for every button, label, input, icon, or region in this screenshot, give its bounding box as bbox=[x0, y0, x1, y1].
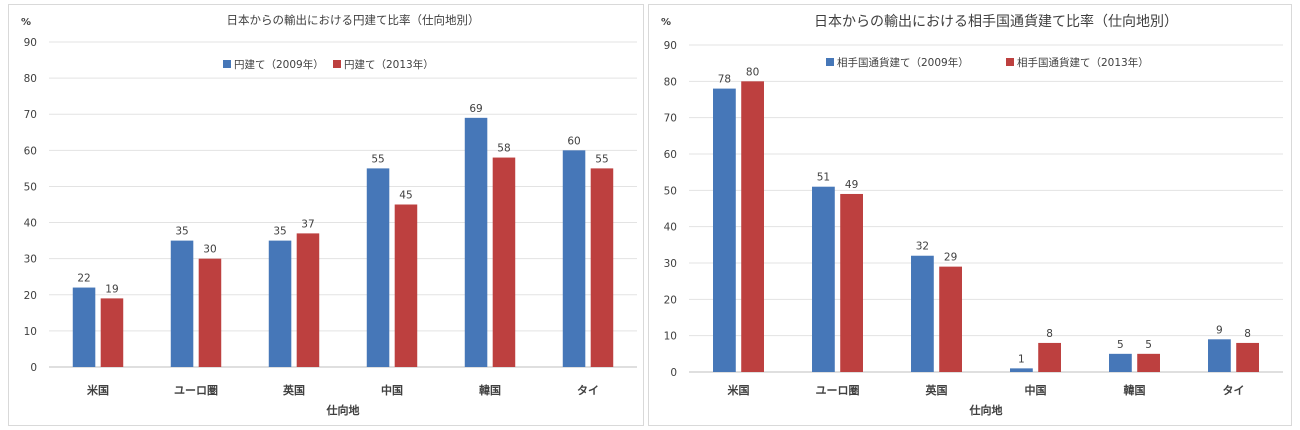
y-tick-label: 80 bbox=[24, 73, 37, 85]
x-tick-label: 米国 bbox=[86, 383, 109, 397]
y-tick-label: 40 bbox=[664, 222, 677, 234]
bar bbox=[741, 81, 764, 372]
data-label: 45 bbox=[399, 190, 412, 202]
data-label: 78 bbox=[718, 74, 731, 86]
data-label: 19 bbox=[105, 283, 118, 295]
bar bbox=[170, 240, 194, 367]
x-tick-label: 英国 bbox=[925, 383, 948, 397]
bar bbox=[268, 240, 292, 367]
x-tick-label: タイ bbox=[1223, 384, 1245, 397]
bar bbox=[296, 233, 320, 367]
legend-swatch bbox=[333, 60, 341, 68]
y-tick-label: 70 bbox=[664, 113, 677, 125]
bar bbox=[1236, 342, 1259, 372]
data-label: 51 bbox=[817, 172, 830, 184]
x-axis-title: 仕向地 bbox=[969, 403, 1003, 417]
bar bbox=[1109, 353, 1132, 372]
y-tick-label: 30 bbox=[664, 258, 677, 270]
data-label: 35 bbox=[273, 226, 286, 238]
data-label: 1 bbox=[1018, 353, 1025, 365]
y-tick-label: 40 bbox=[24, 218, 37, 230]
data-label: 58 bbox=[497, 143, 510, 155]
bar bbox=[812, 186, 835, 372]
legend-label: 円建て（2009年） bbox=[234, 58, 324, 71]
data-label: 5 bbox=[1145, 339, 1152, 351]
x-tick-label: 韓国 bbox=[479, 383, 501, 397]
chart-title: 日本からの輸出における相手国通貨建て比率（仕向地別） bbox=[814, 13, 1178, 30]
y-unit-label: % bbox=[21, 17, 31, 28]
x-tick-label: 中国 bbox=[381, 383, 403, 397]
bar bbox=[366, 168, 390, 367]
legend-label: 相手国通貨建て（2013年） bbox=[1017, 56, 1149, 69]
x-tick-label: 米国 bbox=[727, 383, 750, 397]
bar bbox=[100, 298, 124, 367]
data-label: 55 bbox=[371, 153, 384, 165]
data-label: 5 bbox=[1117, 339, 1124, 351]
bar bbox=[492, 157, 516, 367]
legend-swatch bbox=[1006, 58, 1014, 66]
data-label: 29 bbox=[944, 252, 957, 264]
data-label: 22 bbox=[77, 273, 90, 285]
bar bbox=[939, 266, 962, 372]
chart-local-currency-ratio: 日本からの輸出における相手国通貨建て比率（仕向地別）% 0 10 20 30 40 50 60… bbox=[661, 13, 1283, 417]
y-tick-label: 90 bbox=[664, 40, 677, 52]
x-tick-label: ユーロ圏 bbox=[816, 384, 860, 397]
y-tick-label: 60 bbox=[24, 145, 37, 157]
legend-label: 円建て（2013年） bbox=[344, 58, 434, 71]
chart-title: 日本からの輸出における円建て比率（仕向地別） bbox=[227, 13, 480, 27]
bar bbox=[198, 258, 222, 367]
y-tick-label: 50 bbox=[664, 185, 677, 197]
chart-panel-yen-ratio: 日本からの輸出における円建て比率（仕向地別）% 0 10 20 30 40 50 60 70 80… bbox=[8, 4, 644, 426]
x-tick-label: 英国 bbox=[282, 383, 305, 397]
y-tick-label: 10 bbox=[664, 331, 677, 343]
data-label: 49 bbox=[845, 179, 858, 191]
data-label: 32 bbox=[916, 241, 929, 253]
data-label: 55 bbox=[595, 153, 608, 165]
y-tick-label: 0 bbox=[30, 362, 37, 374]
bar bbox=[72, 287, 96, 367]
bar bbox=[590, 168, 614, 367]
bar bbox=[1208, 339, 1231, 372]
x-tick-label: タイ bbox=[577, 384, 599, 397]
data-label: 80 bbox=[746, 66, 759, 78]
x-tick-label: 韓国 bbox=[1124, 383, 1146, 397]
bar bbox=[840, 193, 863, 372]
y-tick-label: 0 bbox=[670, 367, 677, 379]
y-tick-label: 90 bbox=[24, 37, 37, 49]
bar bbox=[713, 88, 736, 372]
x-axis-title: 仕向地 bbox=[326, 403, 360, 417]
data-label: 8 bbox=[1046, 328, 1053, 340]
legend-swatch bbox=[826, 58, 834, 66]
chart-panel-local-currency-ratio: 日本からの輸出における相手国通貨建て比率（仕向地別）% 0 10 20 30 40 50 60… bbox=[648, 4, 1292, 426]
data-label: 9 bbox=[1216, 324, 1223, 336]
y-tick-label: 20 bbox=[664, 294, 677, 306]
bar bbox=[911, 255, 934, 372]
y-tick-label: 50 bbox=[24, 181, 37, 193]
y-tick-label: 10 bbox=[24, 326, 37, 338]
bar bbox=[1137, 353, 1160, 372]
y-tick-label: 60 bbox=[664, 149, 677, 161]
bar bbox=[464, 117, 488, 367]
legend-label: 相手国通貨建て（2009年） bbox=[837, 56, 969, 69]
x-tick-label: ユーロ圏 bbox=[174, 384, 218, 397]
y-tick-label: 70 bbox=[24, 109, 37, 121]
data-label: 37 bbox=[301, 218, 314, 230]
data-label: 30 bbox=[203, 244, 216, 256]
data-label: 60 bbox=[567, 135, 580, 147]
chart-yen-ratio: 日本からの輸出における円建て比率（仕向地別）% 0 10 20 30 40 50 60 70 80… bbox=[21, 13, 637, 417]
data-label: 69 bbox=[469, 103, 482, 115]
data-label: 8 bbox=[1244, 328, 1251, 340]
x-tick-label: 中国 bbox=[1025, 383, 1047, 397]
y-tick-label: 30 bbox=[24, 254, 37, 266]
bar bbox=[394, 204, 418, 367]
data-label: 35 bbox=[175, 226, 188, 238]
bar bbox=[562, 150, 586, 367]
bar bbox=[1038, 342, 1061, 372]
legend-swatch bbox=[223, 60, 231, 68]
bar bbox=[1010, 368, 1033, 372]
y-unit-label: % bbox=[661, 17, 671, 28]
y-tick-label: 20 bbox=[24, 290, 37, 302]
y-tick-label: 80 bbox=[664, 76, 677, 88]
